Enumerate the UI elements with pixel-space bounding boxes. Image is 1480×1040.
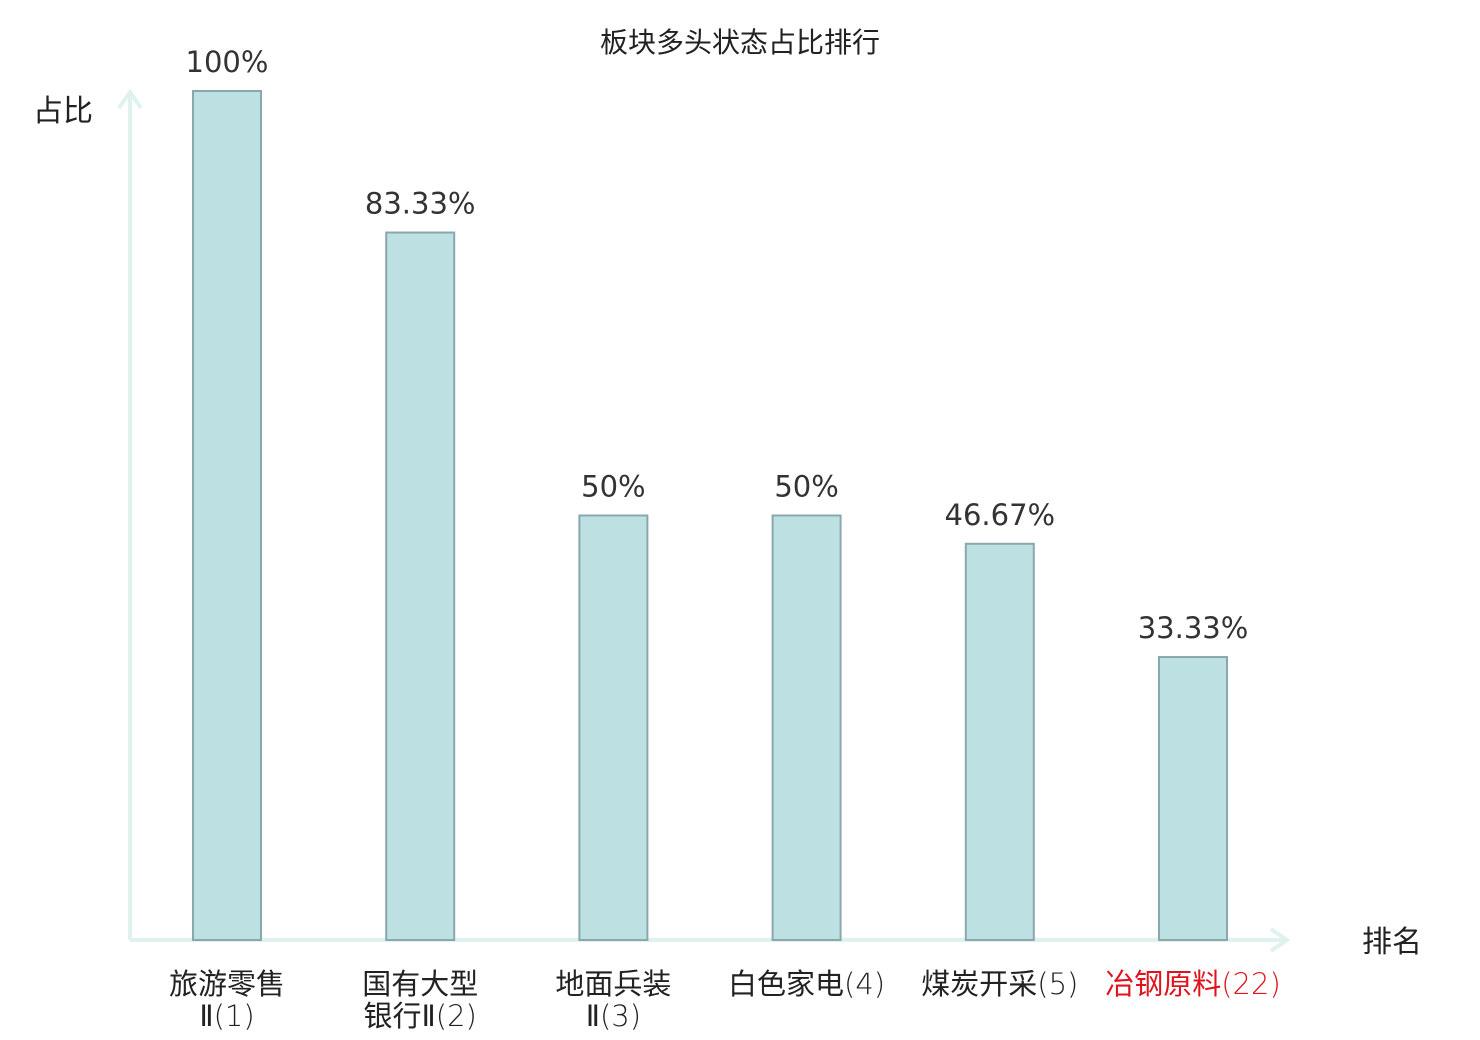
x-tick-label: 煤炭开采(5) [921,967,1078,1001]
tick-label-rank: (22) [1221,967,1281,1001]
bar [192,90,262,941]
tick-label-name: 银行Ⅱ [364,999,436,1033]
x-tick-label: Ⅱ(3) [586,999,641,1033]
y-axis-arrow [117,88,143,110]
bar [964,542,1035,942]
tick-label-name: 煤炭开采 [921,967,1037,1001]
tick-label-rank: (5) [1037,967,1078,1001]
bar-value-label: 50% [581,470,645,504]
tick-label-name: 地面兵装 [555,967,671,1001]
data-labels: 100% 83.33% 50% 50% 46.67% 33.33% [186,45,1249,645]
y-axis-label: 占比 [33,94,93,129]
x-tick-label: 白色家电(4) [728,967,885,1001]
x-tick-label: Ⅱ(1) [199,999,254,1033]
bar-value-label: 46.67% [945,498,1056,532]
tick-label-rank: (4) [844,967,885,1001]
tick-label-rank: (1) [214,999,255,1033]
x-tick-label: 银行Ⅱ(2) [364,999,477,1033]
tick-label-rank: (2) [436,999,477,1033]
bar-series [192,90,1228,942]
x-axis [130,927,1291,953]
tick-label-name: 旅游零售 [169,967,285,1001]
x-tick-label: 地面兵装 [555,967,671,1001]
bar [1158,656,1228,942]
tick-label-name: Ⅱ [199,999,213,1033]
tick-label-name: 冶钢原料 [1105,967,1221,1001]
bar-value-label: 50% [774,470,838,504]
tick-label-name: Ⅱ [586,999,600,1033]
bar [385,231,456,941]
bar [771,514,842,941]
tick-label-rank: (3) [600,999,641,1033]
bar-value-label: 83.33% [365,187,476,221]
chart-title: 板块多头状态占比排行 [600,26,880,59]
bar-value-label: 33.33% [1138,611,1249,645]
y-axis [117,88,143,940]
x-tick-label: 冶钢原料(22) [1105,967,1281,1001]
tick-label-name: 白色家电 [728,967,844,1001]
x-tick-label: 旅游零售 [169,967,285,1001]
bar [578,514,649,941]
tick-label-name: 国有大型 [362,967,478,1001]
x-axis-label: 排名 [1362,925,1422,960]
x-axis-arrow [1269,927,1291,953]
x-tick-label: 国有大型 [362,967,478,1001]
bar-value-label: 100% [186,45,269,79]
